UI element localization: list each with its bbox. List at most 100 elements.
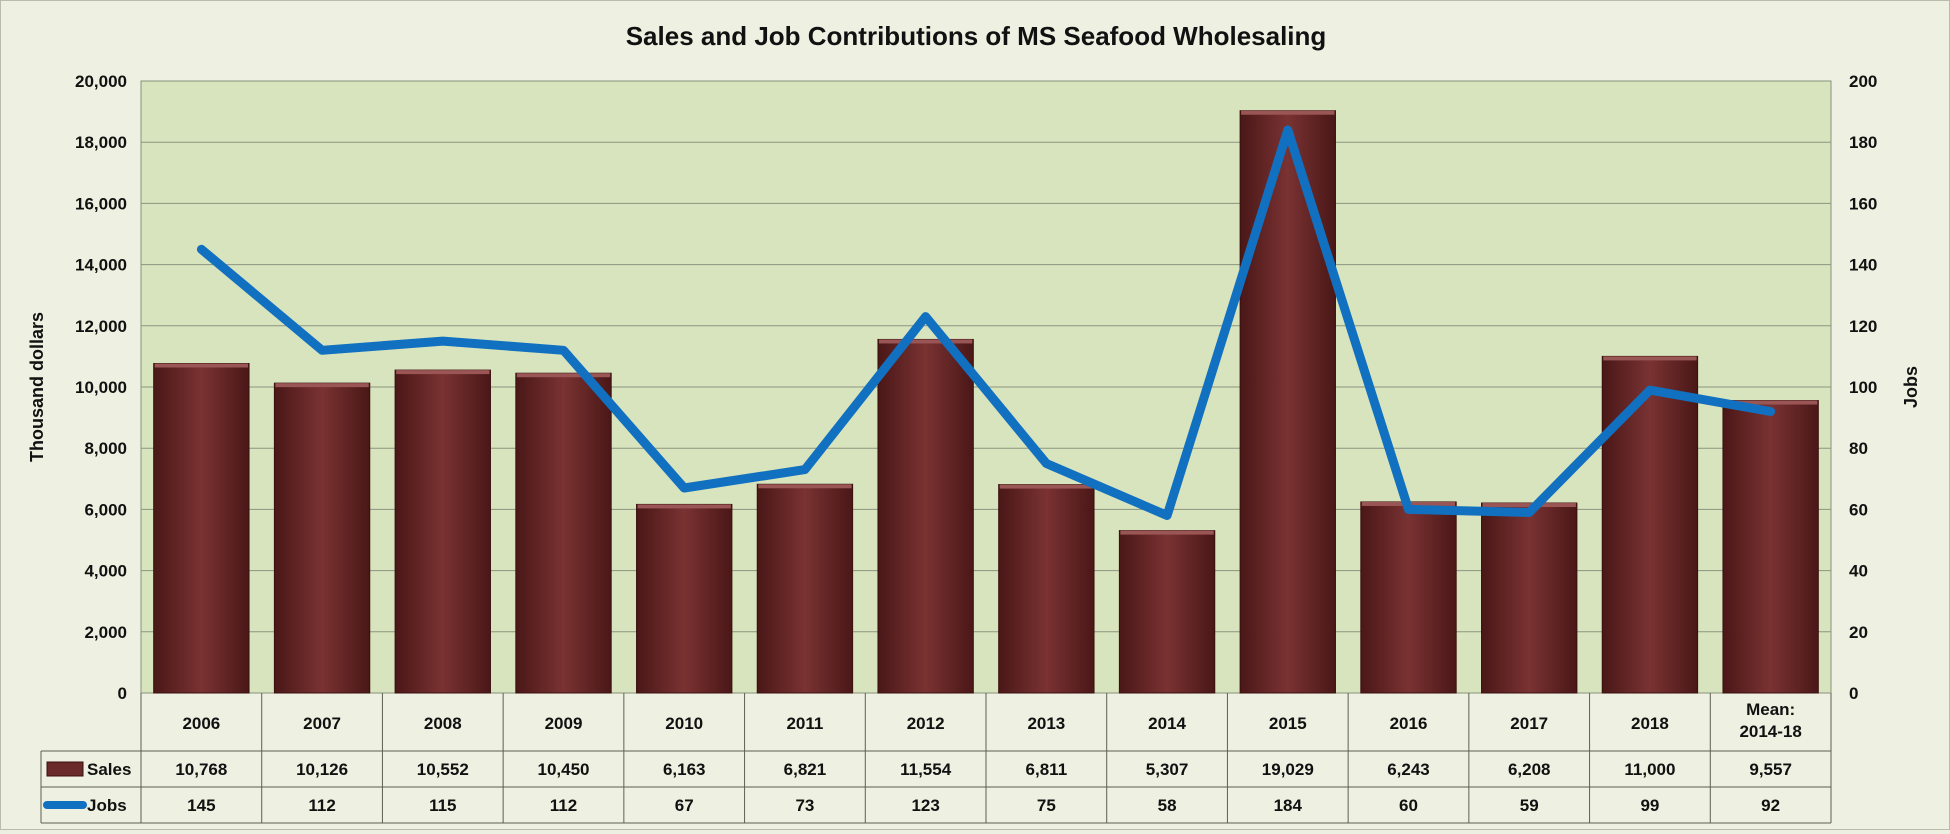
sales-bar-top (878, 339, 973, 344)
category-label: 2008 (424, 714, 462, 733)
table-cell: 115 (429, 796, 456, 815)
sales-bar-top (1241, 110, 1335, 115)
sales-bar (515, 372, 612, 694)
y-tick-label-left: 6,000 (84, 500, 127, 519)
category-label: 2011 (786, 714, 823, 733)
sales-bar (1722, 400, 1819, 694)
table-cell: 6,208 (1508, 760, 1551, 779)
category-label: Mean: 2014-18 (1739, 700, 1801, 741)
table-cell: 92 (1761, 796, 1780, 815)
table-cell: 75 (1037, 796, 1056, 815)
table-cell: 6,243 (1387, 760, 1430, 779)
y-tick-label-right: 80 (1849, 439, 1868, 458)
y-tick-label-left: 8,000 (84, 439, 127, 458)
table-cell: 11,000 (1624, 760, 1675, 779)
jobs-line-layer (196, 125, 1776, 520)
sales-bar-top (516, 373, 611, 378)
sales-bar (636, 503, 733, 694)
y-axis-right-label: Jobs (1901, 366, 1921, 408)
y-tick-label-left: 20,000 (75, 72, 127, 91)
y-tick-label-left: 16,000 (75, 194, 127, 213)
y-tick-label-left: 10,000 (75, 378, 127, 397)
category-label: 2012 (907, 714, 945, 733)
category-label: 2013 (1027, 714, 1065, 733)
table-cell: 60 (1399, 796, 1418, 815)
series-label: Sales (87, 760, 131, 779)
category-label: 2010 (665, 714, 703, 733)
sales-bar (394, 369, 491, 694)
table-cell: 184 (1274, 796, 1303, 815)
sales-bar (756, 483, 854, 694)
sales-bar (153, 362, 250, 694)
y-tick-label-right: 180 (1849, 133, 1877, 152)
table-cell: 6,821 (784, 760, 827, 779)
table-cell: 10,768 (175, 760, 227, 779)
sales-bar (1360, 501, 1457, 694)
sales-bar-top (758, 484, 852, 489)
table-cell: 10,126 (296, 760, 348, 779)
y-axis-left-label: Thousand dollars (27, 312, 47, 462)
sales-bar (1239, 110, 1336, 694)
y-tick-label-right: 0 (1849, 684, 1858, 703)
y-tick-label-right: 200 (1849, 72, 1877, 91)
table-cell: 6,163 (663, 760, 706, 779)
table-cell: 59 (1520, 796, 1539, 815)
category-label: 2018 (1631, 714, 1669, 733)
sales-bar-top (1120, 530, 1214, 535)
y-tick-label-left: 12,000 (75, 317, 127, 336)
data-table: 2006 2007 2008 2009 2010 2011 2012 2013 2014 2015… (40, 693, 1832, 824)
chart-title: Sales and Job Contributions of MS Seafoo… (626, 21, 1327, 51)
category-label: 2016 (1390, 714, 1428, 733)
y-tick-label-right: 100 (1849, 378, 1877, 397)
table-cell: 6,811 (1026, 760, 1068, 779)
y-tick-label-right: 40 (1849, 562, 1868, 581)
category-label: 2006 (182, 714, 220, 733)
sales-bars (153, 110, 1819, 694)
table-cell: 112 (308, 796, 335, 815)
category-label: 2009 (545, 714, 583, 733)
sales-bar-top (1482, 503, 1576, 508)
legend-key-sales (46, 761, 84, 777)
table-cell: 67 (675, 796, 694, 815)
y-tick-label-left: 14,000 (75, 256, 127, 275)
sales-bar-top (154, 363, 249, 368)
table-cell: 112 (550, 796, 577, 815)
series-label: Jobs (87, 796, 127, 815)
sales-bar-top (1603, 356, 1697, 361)
table-cell: 10,450 (538, 760, 590, 779)
y-tick-label-left: 18,000 (75, 133, 127, 152)
sales-bar-top (999, 484, 1094, 489)
sales-bar (273, 382, 371, 694)
sales-bar (1118, 530, 1216, 694)
table-cell: 10,552 (417, 760, 469, 779)
table-cell: 123 (911, 796, 939, 815)
table-cell: 73 (795, 796, 814, 815)
category-label: 2015 (1269, 714, 1307, 733)
y-axis-right-ticks: 0 20 40 60 80 100 120 140 160 180 200 (1849, 72, 1877, 703)
y-tick-label-right: 60 (1849, 500, 1868, 519)
sales-bar (877, 338, 974, 694)
sales-bar-top (637, 504, 731, 509)
sales-bar (1601, 355, 1699, 694)
table-cell: 9,557 (1749, 760, 1792, 779)
table-cell: 19,029 (1262, 760, 1314, 779)
table-cell: 145 (187, 796, 215, 815)
table-cell: 99 (1640, 796, 1659, 815)
category-label: 2007 (303, 714, 341, 733)
jobs-line (196, 125, 1776, 520)
sales-bar-top (1723, 400, 1818, 405)
y-tick-label-left: 2,000 (84, 623, 127, 642)
sales-bar-top (275, 383, 369, 388)
y-tick-label-right: 120 (1849, 317, 1877, 336)
y-axis-left-ticks: 0 2,000 4,000 6,000 8,000 10,000 12,000 14,000 1… (75, 72, 127, 703)
category-label: 2017 (1510, 714, 1548, 733)
y-tick-label-right: 140 (1849, 256, 1877, 275)
sales-bar-top (396, 370, 490, 375)
table-cell: 5,307 (1146, 760, 1189, 779)
sales-bar (1481, 502, 1578, 694)
y-tick-label-right: 160 (1849, 194, 1877, 213)
y-tick-label-left: 0 (118, 684, 127, 703)
y-tick-label-left: 4,000 (84, 562, 127, 581)
